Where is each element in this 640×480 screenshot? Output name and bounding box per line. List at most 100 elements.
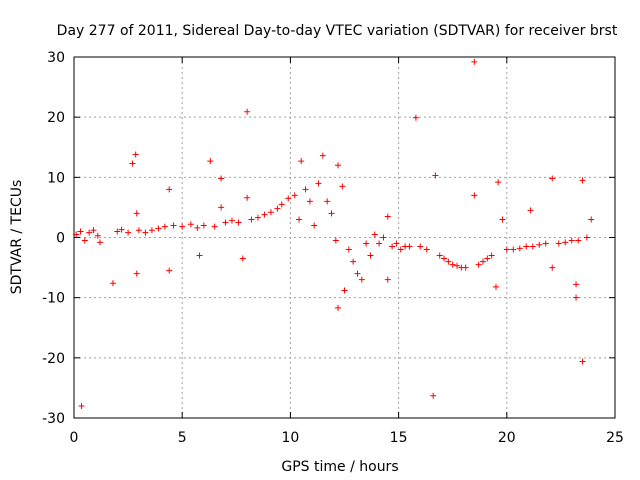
data-point bbox=[166, 186, 173, 193]
data-point bbox=[86, 229, 93, 236]
data-point bbox=[555, 240, 562, 247]
data-point bbox=[211, 223, 218, 230]
data-point bbox=[155, 225, 162, 232]
data-point bbox=[568, 237, 575, 244]
data-point bbox=[73, 231, 80, 238]
data-point bbox=[298, 158, 305, 165]
data-point bbox=[345, 246, 352, 253]
data-point bbox=[228, 217, 235, 224]
data-point bbox=[393, 240, 400, 247]
y-tick-label: 30 bbox=[47, 50, 65, 66]
data-point bbox=[302, 186, 309, 193]
x-tick-label: 0 bbox=[70, 430, 79, 446]
data-point bbox=[412, 114, 419, 121]
data-point bbox=[492, 283, 499, 290]
data-point bbox=[335, 304, 342, 311]
y-tick-label: -10 bbox=[42, 291, 65, 307]
data-point bbox=[328, 210, 335, 217]
data-point bbox=[549, 175, 556, 182]
data-point bbox=[423, 246, 430, 253]
data-point bbox=[200, 222, 207, 229]
x-tick-label: 25 bbox=[606, 430, 624, 446]
data-point bbox=[488, 252, 495, 259]
data-point bbox=[142, 229, 149, 236]
data-series bbox=[73, 58, 595, 409]
data-point bbox=[285, 195, 292, 202]
data-point bbox=[384, 213, 391, 220]
data-point bbox=[254, 214, 261, 221]
data-point bbox=[529, 243, 536, 250]
data-point bbox=[536, 241, 543, 248]
data-point bbox=[296, 216, 303, 223]
data-point bbox=[510, 246, 517, 253]
data-point bbox=[129, 160, 136, 167]
data-point bbox=[462, 264, 469, 271]
x-tick-label: 5 bbox=[178, 430, 187, 446]
data-point bbox=[196, 252, 203, 259]
data-point bbox=[187, 221, 194, 228]
chart-title: Day 277 of 2011, Sidereal Day-to-day VTE… bbox=[57, 23, 618, 39]
data-point bbox=[471, 192, 478, 199]
data-point bbox=[471, 58, 478, 65]
data-point bbox=[222, 219, 229, 226]
data-point bbox=[479, 258, 486, 265]
data-point bbox=[358, 276, 365, 283]
data-point bbox=[475, 261, 482, 268]
data-point bbox=[207, 158, 214, 165]
data-point bbox=[430, 392, 437, 399]
data-point bbox=[367, 252, 374, 259]
data-point bbox=[311, 222, 318, 229]
x-tick-label: 20 bbox=[498, 430, 516, 446]
data-point bbox=[161, 223, 168, 230]
data-point bbox=[335, 162, 342, 169]
data-point bbox=[449, 261, 456, 268]
data-point bbox=[244, 194, 251, 201]
data-point bbox=[432, 172, 439, 179]
y-tick-label: 10 bbox=[47, 170, 65, 186]
data-point bbox=[315, 180, 322, 187]
data-point bbox=[291, 192, 298, 199]
data-point bbox=[194, 224, 201, 231]
data-point bbox=[562, 239, 569, 246]
data-point bbox=[484, 255, 491, 262]
y-tick-label: -30 bbox=[42, 411, 65, 427]
x-tick-label: 10 bbox=[281, 430, 299, 446]
data-point bbox=[77, 228, 84, 235]
y-tick-label: 20 bbox=[47, 110, 65, 126]
data-point bbox=[417, 243, 424, 250]
data-point bbox=[132, 151, 139, 158]
data-point bbox=[579, 358, 586, 365]
data-point bbox=[170, 222, 177, 229]
data-point bbox=[274, 205, 281, 212]
data-point bbox=[179, 223, 186, 230]
data-point bbox=[384, 276, 391, 283]
data-point bbox=[397, 246, 404, 253]
series-group bbox=[73, 58, 595, 409]
data-point bbox=[96, 239, 103, 246]
grid bbox=[74, 57, 615, 418]
data-point bbox=[248, 216, 255, 223]
data-point bbox=[239, 255, 246, 262]
data-point bbox=[267, 209, 274, 216]
data-point bbox=[406, 243, 413, 250]
data-point bbox=[583, 234, 590, 241]
axis-ticks: 0 5 10 15 20 25 -30 -20 -10 0 10 20 30 bbox=[42, 50, 624, 446]
data-point bbox=[218, 204, 225, 211]
data-point bbox=[516, 245, 523, 252]
data-point bbox=[527, 207, 534, 214]
data-point bbox=[445, 258, 452, 265]
data-point bbox=[244, 108, 251, 115]
data-point bbox=[109, 280, 116, 287]
data-point bbox=[235, 219, 242, 226]
data-point bbox=[332, 237, 339, 244]
data-point bbox=[94, 232, 101, 239]
y-axis-label: SDTVAR / TECUs bbox=[9, 180, 25, 295]
data-point bbox=[135, 227, 142, 234]
data-point bbox=[503, 246, 510, 253]
x-tick-label: 15 bbox=[390, 430, 408, 446]
data-point bbox=[354, 270, 361, 277]
data-point bbox=[588, 216, 595, 223]
data-point bbox=[575, 237, 582, 244]
data-point bbox=[376, 240, 383, 247]
